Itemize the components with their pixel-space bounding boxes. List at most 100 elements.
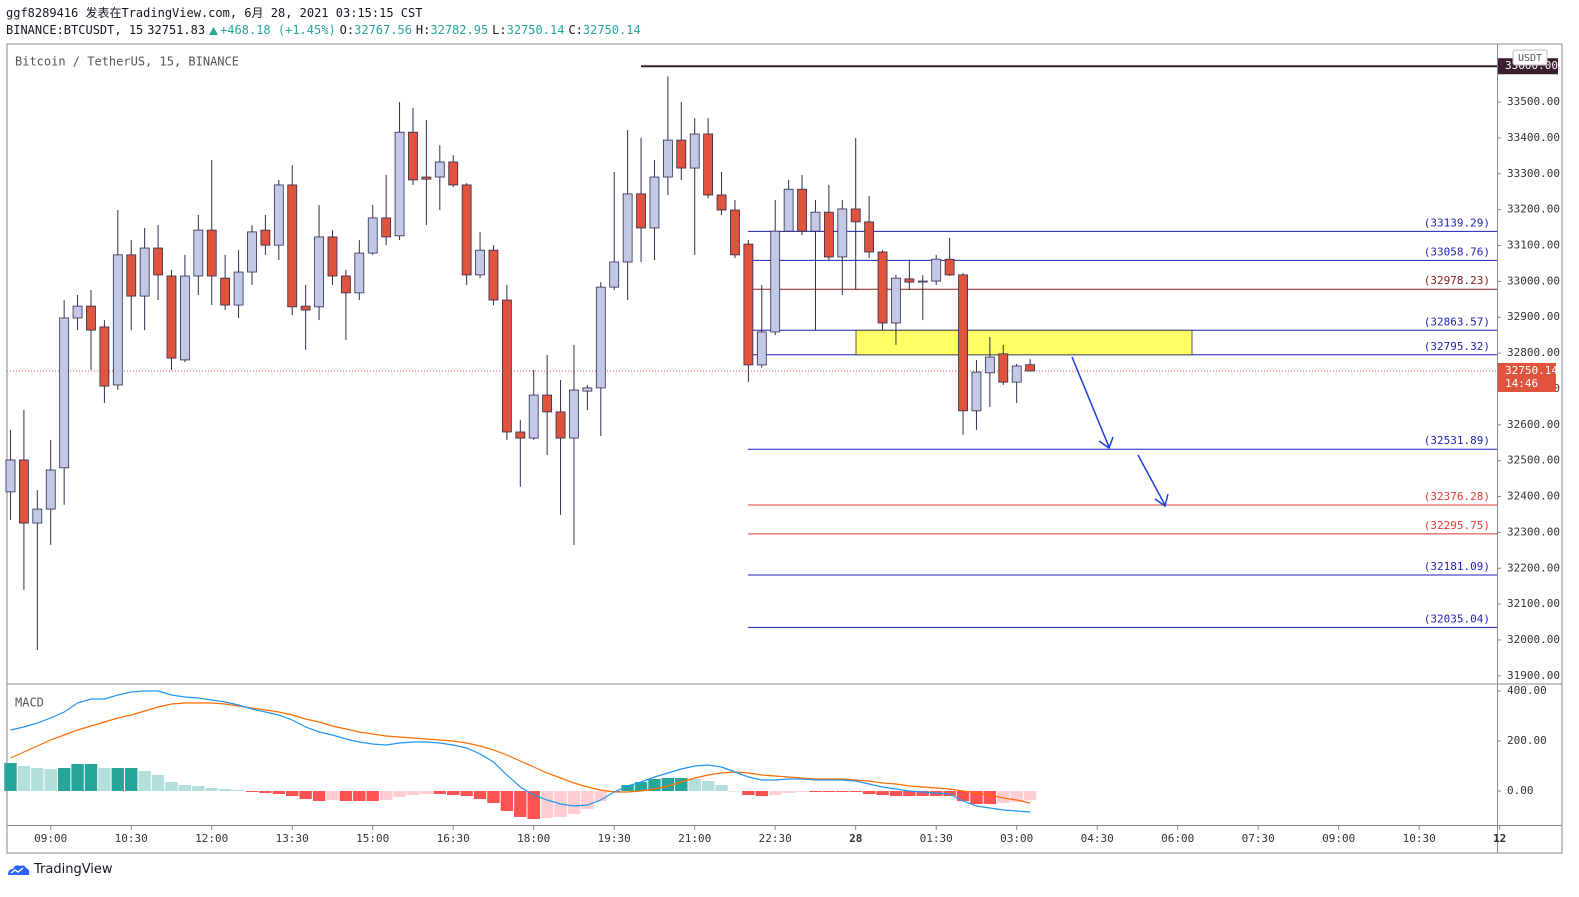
candle-body	[528, 394, 539, 439]
candle-body	[877, 251, 888, 324]
candle-body	[595, 286, 606, 389]
chart-title: Bitcoin / TetherUS, 15, BINANCE	[15, 55, 239, 69]
candle-body	[99, 326, 110, 387]
candle-body	[850, 208, 861, 223]
candle-body	[810, 211, 821, 232]
candle-body	[126, 254, 137, 297]
candle-body	[300, 305, 311, 311]
level-label: (32863.57)	[1424, 315, 1490, 328]
x-tick-label: 07:30	[1242, 832, 1275, 845]
histogram-bar	[514, 791, 527, 817]
histogram-bar	[353, 791, 366, 801]
histogram-bar	[379, 791, 393, 800]
candle-body	[636, 193, 646, 229]
x-tick-label: 06:00	[1161, 832, 1194, 845]
histogram-bar	[715, 785, 728, 791]
x-tick-label: 12:00	[195, 832, 228, 845]
histogram-bar	[420, 791, 433, 794]
y-tick-label: 32100.00	[1507, 597, 1560, 610]
level-label: (32531.89)	[1424, 434, 1490, 447]
histogram-bar	[326, 791, 339, 800]
x-tick-label: 03:00	[1000, 832, 1033, 845]
histogram-bar	[527, 791, 540, 819]
o-label: O:	[339, 23, 355, 37]
candle-body	[273, 184, 284, 246]
macd-title: MACD	[15, 696, 44, 710]
x-tick-label: 22:30	[759, 832, 792, 845]
h-label: H:	[415, 23, 431, 37]
candle-body	[354, 252, 365, 294]
y-tick-label: 32300.00	[1507, 525, 1560, 538]
histogram-bar	[822, 791, 836, 792]
histogram-bar	[795, 791, 809, 792]
histogram-bar	[218, 789, 232, 791]
candle-body	[59, 317, 70, 469]
candle-body	[797, 188, 807, 232]
candle-body	[944, 258, 955, 276]
histogram-bar	[836, 791, 849, 792]
y-tick-label: 32500.00	[1507, 454, 1560, 467]
y-tick-label: 32400.00	[1507, 490, 1560, 503]
candle-body	[5, 459, 16, 493]
l-label: L:	[492, 23, 507, 37]
candle-body	[864, 221, 875, 253]
change: +468.18 (+1.45%)	[220, 23, 336, 37]
histogram-bar	[594, 791, 608, 801]
histogram-bar	[500, 791, 514, 811]
histogram-bar	[299, 791, 312, 799]
annotation-arrows	[1071, 356, 1169, 508]
histogram-bar	[138, 771, 151, 791]
histogram-bar	[983, 791, 997, 804]
candle-body	[19, 459, 29, 524]
candle-body	[1025, 364, 1036, 372]
histogram-bar	[245, 791, 259, 792]
countdown-label: 14:46	[1505, 377, 1538, 390]
candle-body	[1011, 365, 1022, 383]
candle-body	[461, 184, 472, 276]
candle-body	[984, 356, 995, 374]
arrow	[1137, 454, 1166, 506]
signal-line	[10, 702, 1031, 804]
histogram-bar	[98, 768, 111, 791]
histogram-bar	[769, 791, 782, 795]
y-tick-label: 33100.00	[1507, 239, 1560, 252]
candle-body	[823, 211, 834, 258]
level-label: (33058.76)	[1424, 245, 1490, 258]
histogram-bar	[366, 791, 379, 801]
logo-cloud	[8, 864, 30, 875]
candle-body	[676, 139, 687, 169]
candle-body	[703, 133, 714, 196]
candle-body	[609, 261, 620, 288]
candle-body	[931, 258, 942, 282]
candle-body	[179, 275, 190, 361]
candle-body	[730, 209, 740, 256]
y-tick-label: 33000.00	[1507, 274, 1560, 287]
candle-body	[689, 133, 700, 169]
histogram-bar	[728, 791, 742, 792]
candle-body	[45, 469, 56, 510]
symbol-line: BINANCE:BTCUSDT, 15 32751.83 +468.18 (+1…	[6, 22, 645, 39]
histogram-bar	[701, 781, 715, 791]
candle-body	[327, 236, 338, 277]
histogram-bar	[4, 763, 17, 791]
arrow	[1071, 356, 1110, 448]
histogram-bar	[473, 791, 487, 799]
x-tick-label: 21:00	[678, 832, 711, 845]
histogram-bar	[581, 791, 594, 809]
candle-body	[153, 247, 163, 276]
candle-body	[501, 299, 512, 433]
candle-body	[260, 229, 271, 246]
histogram-bar	[165, 782, 178, 791]
c-value: 32750.14	[582, 23, 641, 37]
arrow-head	[1098, 436, 1114, 450]
arrow-head	[1154, 493, 1169, 508]
currency-label: USDT	[1518, 53, 1542, 64]
candle-body	[756, 331, 767, 366]
histogram-bar	[205, 788, 218, 791]
histogram-bar	[286, 791, 299, 796]
candle-body	[555, 411, 566, 439]
candle-body	[394, 131, 405, 237]
candle-body	[32, 508, 43, 524]
